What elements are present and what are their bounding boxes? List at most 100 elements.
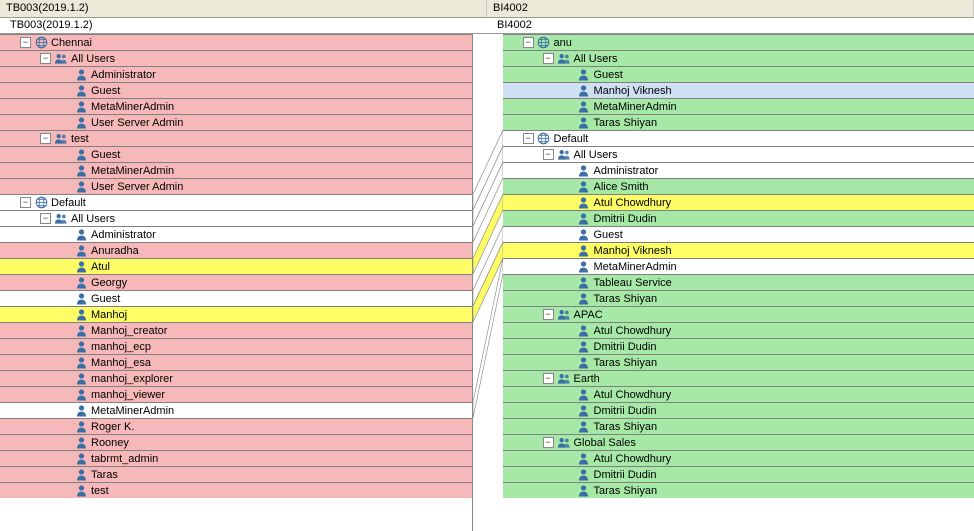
user-icon xyxy=(577,212,591,226)
tree-row-label: All Users xyxy=(574,149,618,161)
tree-row-label: manhoj_explorer xyxy=(91,373,173,385)
tree-row-label: Guest xyxy=(594,69,623,81)
tree-row[interactable]: − Earth xyxy=(503,370,974,386)
user-icon xyxy=(577,468,591,482)
collapse-toggle[interactable]: − xyxy=(543,309,554,320)
tree-row[interactable]: MetaMinerAdmin xyxy=(503,258,974,274)
tree-row-label: Atul xyxy=(91,261,110,273)
tree-row[interactable]: −anu xyxy=(503,34,974,50)
tree-row[interactable]: Roger K. xyxy=(0,418,472,434)
collapse-toggle[interactable]: − xyxy=(40,53,51,64)
tree-row[interactable]: Atul Chowdhury xyxy=(503,322,974,338)
tree-row[interactable]: Taras Shiyan xyxy=(503,418,974,434)
tree-row[interactable]: manhoj_explorer xyxy=(0,370,472,386)
user-icon xyxy=(74,436,88,450)
tree-row-label: Earth xyxy=(574,373,600,385)
collapse-toggle[interactable]: − xyxy=(20,37,31,48)
tree-row[interactable]: User Server Admin xyxy=(0,114,472,130)
tree-row-label: Guest xyxy=(91,85,120,97)
tree-row[interactable]: Manhoj_creator xyxy=(0,322,472,338)
tree-row[interactable]: Manhoj xyxy=(0,306,472,322)
tree-row-label: MetaMinerAdmin xyxy=(91,101,174,113)
tree-row[interactable]: Atul Chowdhury xyxy=(503,450,974,466)
tree-row[interactable]: −Global Sales xyxy=(503,434,974,450)
user-icon xyxy=(577,244,591,258)
tree-row[interactable]: MetaMinerAdmin xyxy=(503,98,974,114)
collapse-toggle[interactable]: − xyxy=(543,437,554,448)
diff-gutter xyxy=(473,34,503,531)
tree-row[interactable]: Administrator xyxy=(503,162,974,178)
tree-row[interactable]: Dmitrii Dudin xyxy=(503,402,974,418)
tree-row[interactable]: −All Users xyxy=(0,210,472,226)
user-icon xyxy=(577,100,591,114)
user-icon xyxy=(74,484,88,498)
tree-row[interactable]: User Server Admin xyxy=(0,178,472,194)
tree-row[interactable]: MetaMinerAdmin xyxy=(0,162,472,178)
user-icon xyxy=(74,308,88,322)
tree-row[interactable]: Dmitrii Dudin xyxy=(503,466,974,482)
tree-row[interactable]: tabrmt_admin xyxy=(0,450,472,466)
tree-row[interactable]: −test xyxy=(0,130,472,146)
tree-row[interactable]: Taras Shiyan xyxy=(503,290,974,306)
tree-row[interactable]: Taras Shiyan xyxy=(503,482,974,498)
tree-row[interactable]: −APAC xyxy=(503,306,974,322)
user-icon xyxy=(74,324,88,338)
tree-row[interactable]: Guest xyxy=(0,82,472,98)
tree-row[interactable]: Rooney xyxy=(0,434,472,450)
tree-row[interactable]: manhoj_viewer xyxy=(0,386,472,402)
collapse-toggle[interactable]: − xyxy=(543,53,554,64)
tree-row-label: Taras Shiyan xyxy=(594,357,658,369)
user-icon xyxy=(577,388,591,402)
tree-row[interactable]: Manhoj Viknesh xyxy=(503,242,974,258)
user-icon xyxy=(74,468,88,482)
collapse-toggle[interactable]: − xyxy=(543,149,554,160)
tree-row[interactable]: Atul xyxy=(0,258,472,274)
tree-row[interactable]: Guest xyxy=(503,226,974,242)
tree-row[interactable]: Manhoj_esa xyxy=(0,354,472,370)
tree-row[interactable]: Alice Smith xyxy=(503,178,974,194)
collapse-toggle[interactable]: − xyxy=(543,373,554,384)
right-tree-pane[interactable]: −anu−All UsersGuestManhoj VikneshMetaMin… xyxy=(503,34,974,531)
tree-row[interactable]: Manhoj Viknesh xyxy=(503,82,974,98)
user-icon xyxy=(577,484,591,498)
collapse-toggle[interactable]: − xyxy=(523,37,534,48)
tree-row[interactable]: Taras Shiyan xyxy=(503,354,974,370)
column-headers: TB003(2019.1.2) BI4002 xyxy=(0,0,974,18)
tree-row[interactable]: Guest xyxy=(0,290,472,306)
site-icon xyxy=(537,36,551,50)
site-icon xyxy=(537,132,551,146)
tree-row[interactable]: MetaMinerAdmin xyxy=(0,402,472,418)
collapse-toggle[interactable]: − xyxy=(40,133,51,144)
collapse-toggle[interactable]: − xyxy=(523,133,534,144)
tree-row[interactable]: Taras Shiyan xyxy=(503,114,974,130)
tree-row-label: Default xyxy=(554,133,589,145)
tree-row[interactable]: MetaMinerAdmin xyxy=(0,98,472,114)
tree-row[interactable]: Atul Chowdhury xyxy=(503,386,974,402)
left-tree-pane[interactable]: −Chennai−All UsersAdministratorGuestMeta… xyxy=(0,34,473,531)
tree-row[interactable]: −All Users xyxy=(503,50,974,66)
tree-row[interactable]: Guest xyxy=(503,66,974,82)
tree-row[interactable]: − All Users xyxy=(503,146,974,162)
tree-row[interactable]: Atul Chowdhury xyxy=(503,194,974,210)
tree-row[interactable]: Anuradha xyxy=(0,242,472,258)
collapse-toggle[interactable]: − xyxy=(20,197,31,208)
tree-row[interactable]: Dmitrii Dudin xyxy=(503,210,974,226)
tree-row[interactable]: − Default xyxy=(503,130,974,146)
tree-row[interactable]: Tableau Service xyxy=(503,274,974,290)
tree-row[interactable]: Guest xyxy=(0,146,472,162)
tree-row[interactable]: Administrator xyxy=(0,66,472,82)
collapse-toggle[interactable]: − xyxy=(40,213,51,224)
user-icon xyxy=(74,84,88,98)
tree-row[interactable]: −Chennai xyxy=(0,34,472,50)
tree-row[interactable]: Dmitrii Dudin xyxy=(503,338,974,354)
user-icon xyxy=(74,100,88,114)
tree-row[interactable]: Taras xyxy=(0,466,472,482)
tree-row[interactable]: Georgy xyxy=(0,274,472,290)
tree-row[interactable]: test xyxy=(0,482,472,498)
tree-row[interactable]: −All Users xyxy=(0,50,472,66)
site-icon xyxy=(34,36,48,50)
tree-row-label: Anuradha xyxy=(91,245,139,257)
tree-row[interactable]: −Default xyxy=(0,194,472,210)
tree-row[interactable]: manhoj_ecp xyxy=(0,338,472,354)
tree-row[interactable]: Administrator xyxy=(0,226,472,242)
